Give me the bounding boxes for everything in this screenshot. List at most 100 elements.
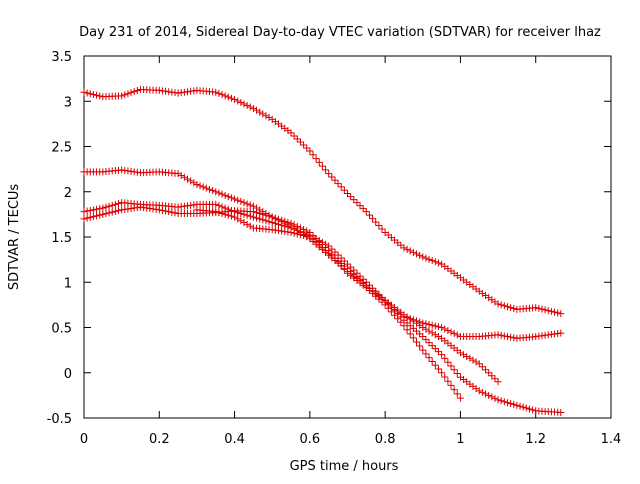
data-point xyxy=(444,358,452,366)
y-tick-label: -0.5 xyxy=(47,412,72,427)
data-point xyxy=(209,187,217,195)
data-point xyxy=(362,208,370,216)
data-point xyxy=(212,200,220,208)
data-point xyxy=(80,88,88,96)
data-point xyxy=(281,217,289,225)
data-point xyxy=(369,215,377,223)
data-point xyxy=(541,306,549,314)
data-point xyxy=(500,302,508,310)
data-point xyxy=(535,304,543,312)
data-point xyxy=(431,258,439,266)
data-point xyxy=(350,270,358,278)
data-point xyxy=(510,334,518,342)
data-point xyxy=(86,90,94,98)
data-point xyxy=(265,114,273,122)
x-tick-label: 0.6 xyxy=(300,432,321,447)
data-point xyxy=(544,307,552,315)
data-point xyxy=(133,87,141,95)
data-point xyxy=(328,173,336,181)
data-point xyxy=(93,205,101,213)
data-point xyxy=(234,97,242,105)
data-point xyxy=(447,328,455,336)
data-point xyxy=(409,334,417,342)
data-point xyxy=(212,208,220,216)
series-1 xyxy=(80,85,565,318)
data-point xyxy=(296,224,304,232)
data-point xyxy=(466,354,474,362)
data-point xyxy=(274,215,282,223)
data-point xyxy=(334,180,342,188)
series-5 xyxy=(193,206,502,386)
data-point xyxy=(165,208,173,216)
data-point xyxy=(89,213,97,221)
data-point xyxy=(494,396,502,404)
data-point xyxy=(296,138,304,146)
data-point xyxy=(287,129,295,137)
data-point xyxy=(337,183,345,191)
data-point xyxy=(246,201,254,209)
data-point xyxy=(215,209,223,217)
data-point xyxy=(344,265,351,273)
series-4 xyxy=(80,203,464,402)
data-point xyxy=(187,177,195,185)
data-point xyxy=(331,176,339,184)
data-point xyxy=(334,251,342,259)
data-point xyxy=(325,170,333,178)
data-point xyxy=(124,90,132,98)
data-point xyxy=(554,309,562,317)
data-point xyxy=(478,363,486,371)
data-point xyxy=(347,268,355,276)
data-point xyxy=(212,88,220,96)
data-point xyxy=(375,222,383,230)
data-point xyxy=(356,202,364,210)
data-point xyxy=(403,245,411,253)
data-point xyxy=(434,365,442,373)
data-point xyxy=(246,103,254,111)
data-point xyxy=(99,210,107,218)
axis-ticks: 0 0.2 0.4 0.6 0.8 1 1.2 1.4 -0.5 0 0.5 1 1.5 2 2.5 3 3.5 xyxy=(47,50,622,447)
data-point xyxy=(450,330,458,338)
data-point xyxy=(372,218,380,226)
data-point xyxy=(409,248,417,256)
data-point xyxy=(246,222,254,230)
data-point xyxy=(510,400,518,408)
data-point xyxy=(221,92,229,100)
data-point xyxy=(419,253,427,261)
data-point xyxy=(413,338,421,346)
data-point xyxy=(300,141,308,149)
x-tick-label: 0.8 xyxy=(375,432,396,447)
data-point xyxy=(419,346,427,354)
data-point xyxy=(227,194,235,202)
data-point xyxy=(431,345,439,353)
data-point xyxy=(428,257,436,265)
data-point xyxy=(262,211,270,219)
data-point xyxy=(259,110,267,118)
data-point xyxy=(500,398,508,406)
data-point xyxy=(227,212,235,220)
data-point xyxy=(428,357,436,365)
data-point xyxy=(441,354,449,362)
data-point xyxy=(503,399,511,407)
data-point xyxy=(215,202,223,210)
data-point xyxy=(300,231,308,239)
data-point xyxy=(538,305,546,313)
data-point xyxy=(215,189,223,197)
data-point xyxy=(108,208,116,216)
data-point xyxy=(482,366,490,374)
data-point xyxy=(102,203,110,211)
data-point xyxy=(444,327,452,335)
data-point xyxy=(413,250,421,258)
y-tick-label: 2 xyxy=(64,186,72,201)
data-point xyxy=(290,132,298,140)
data-point xyxy=(115,200,123,208)
data-point xyxy=(231,213,239,221)
data-point xyxy=(224,93,232,101)
data-point xyxy=(221,191,229,199)
data-point xyxy=(557,329,565,337)
data-point xyxy=(434,323,442,331)
data-point xyxy=(532,304,540,312)
data-point xyxy=(497,301,505,309)
data-point xyxy=(303,232,311,240)
data-point xyxy=(425,255,433,263)
data-point xyxy=(184,175,192,183)
